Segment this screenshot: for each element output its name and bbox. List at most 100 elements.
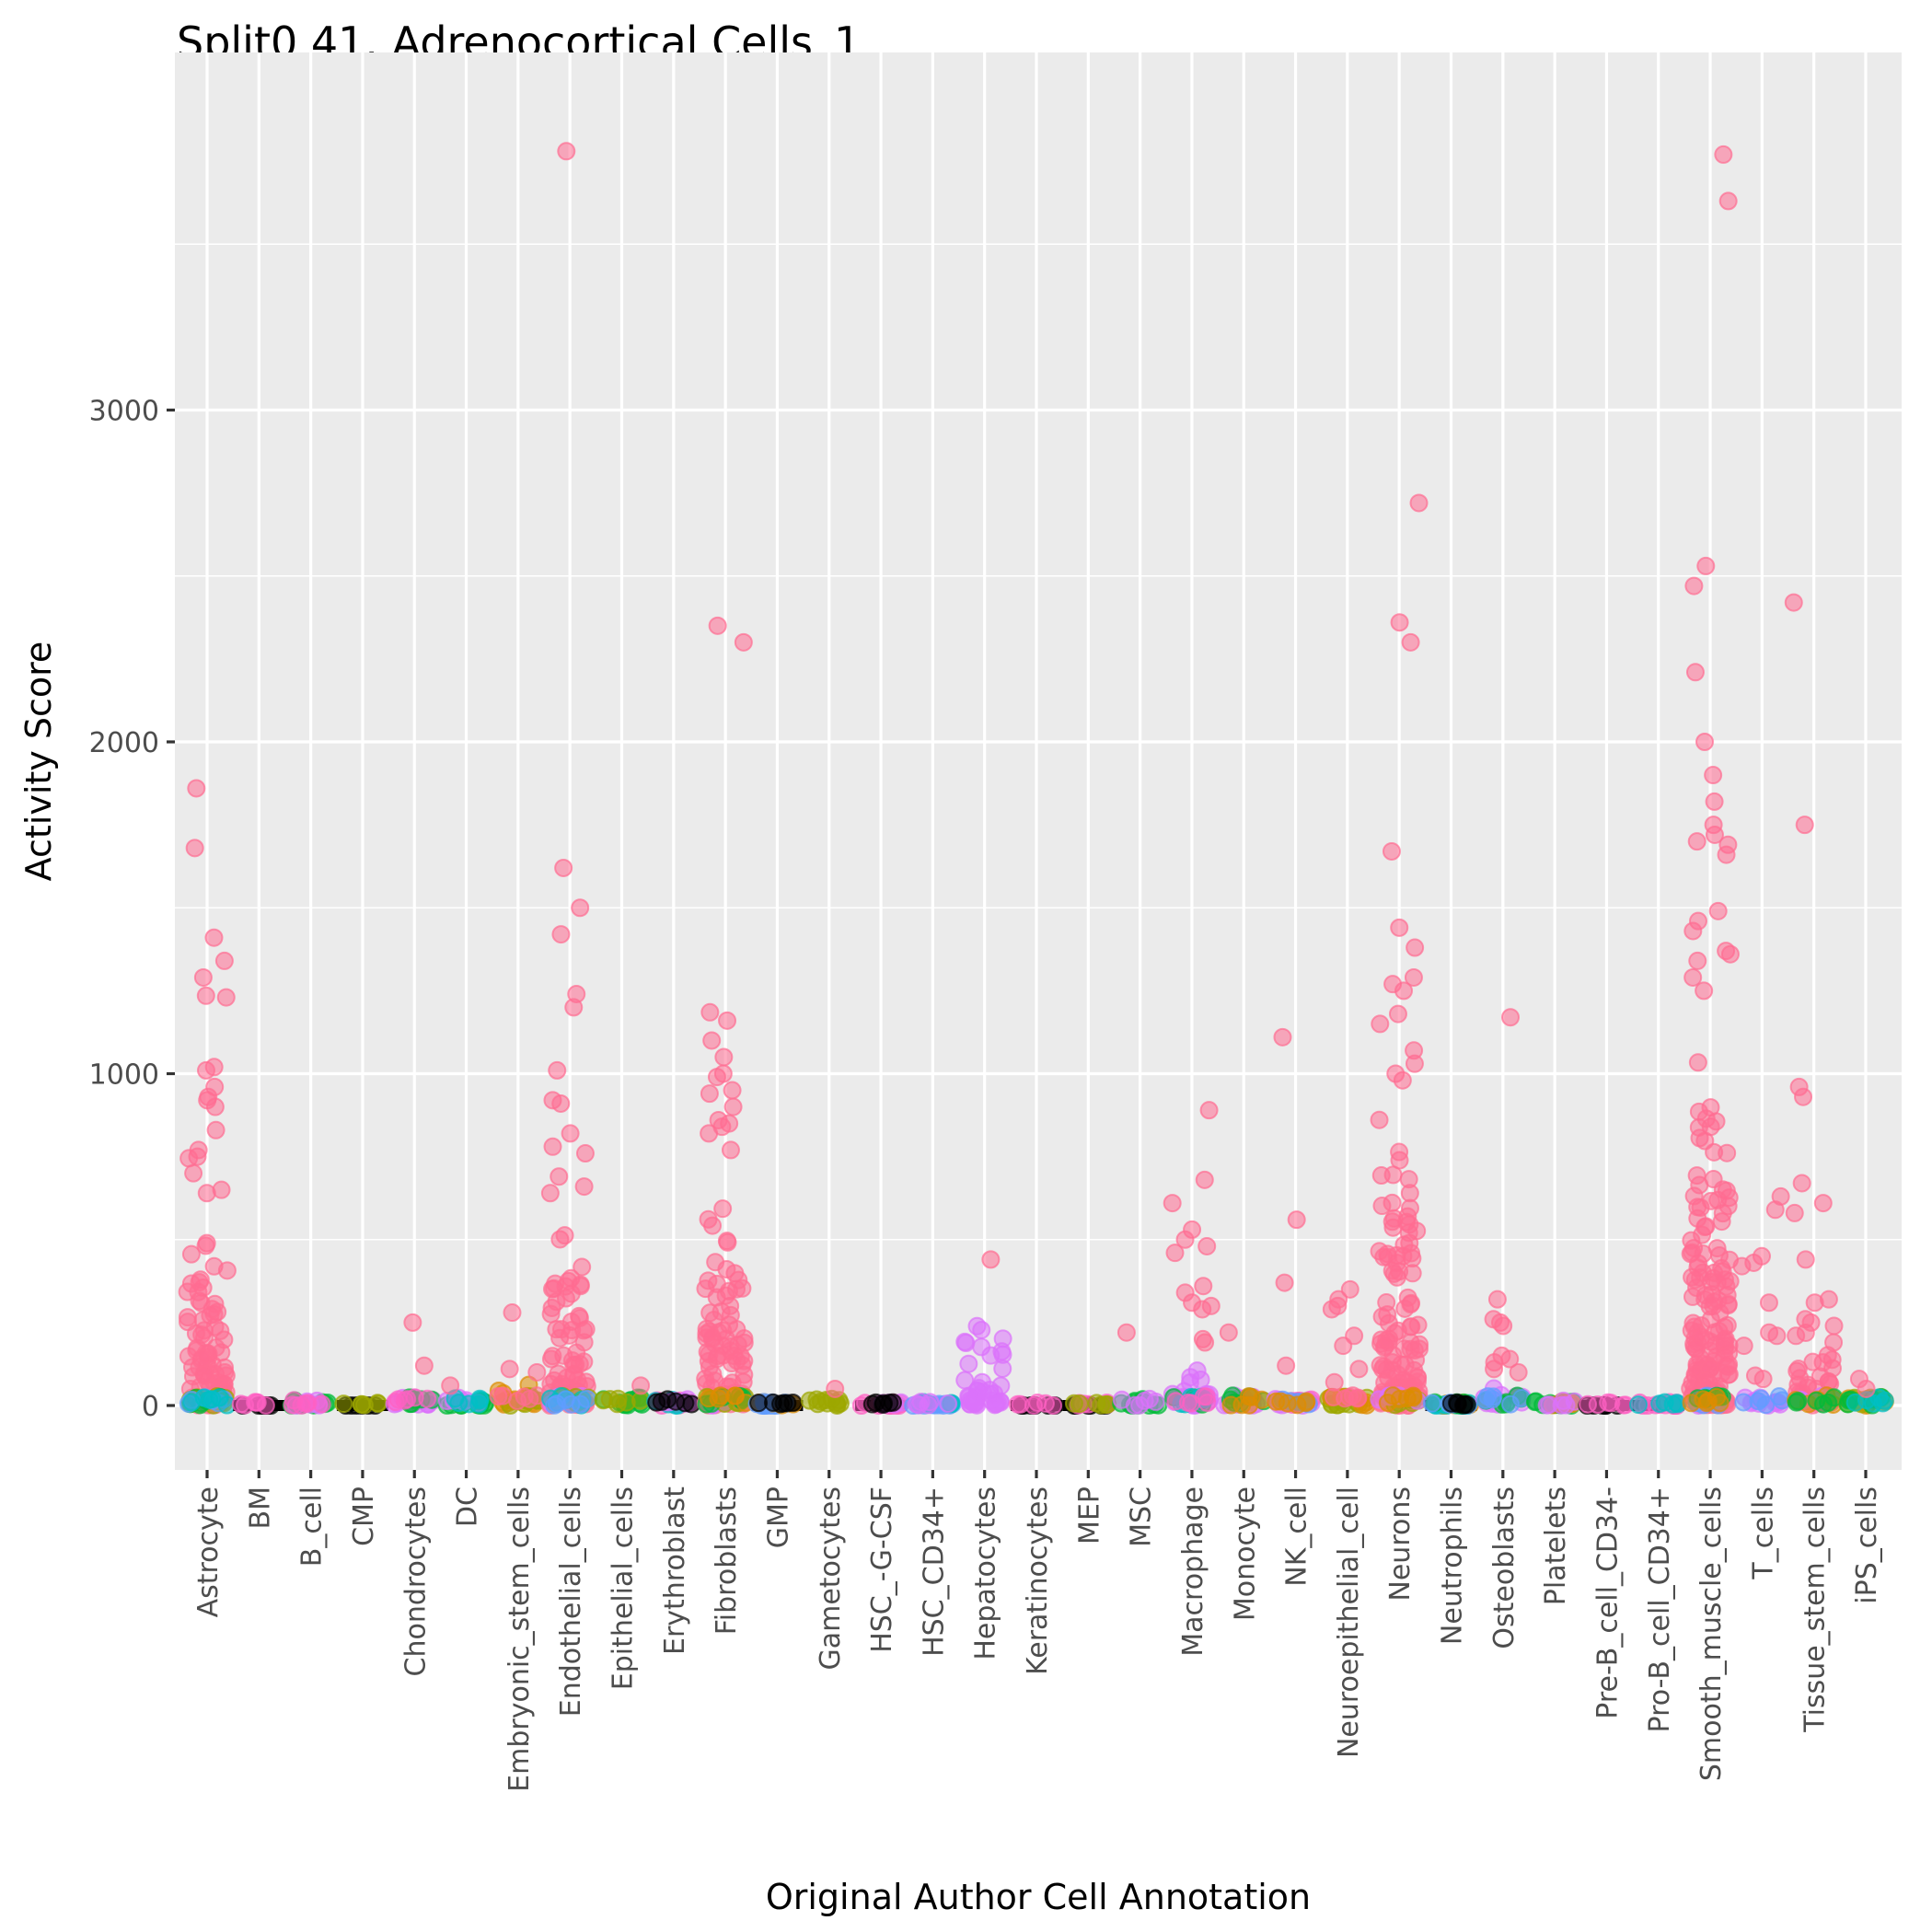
data-point-outlier [441,1376,460,1395]
data-point-outlier [1406,938,1425,957]
data-point-outlier [1718,191,1738,211]
data-point [190,1273,209,1292]
data-point [1684,1186,1704,1206]
data-point [217,1261,237,1280]
data-point-outlier [1388,1004,1407,1024]
data-point-outlier [1753,1370,1773,1389]
data-point-outlier [1734,1336,1753,1356]
data-point [555,1226,574,1245]
x-tick-label: Tissue_stem_cells [1799,1487,1832,1733]
data-point [939,1394,958,1413]
data-point [196,1236,215,1255]
data-point-outlier [1485,1359,1504,1379]
x-tick-label: Pre-B_cell_CD34- [1591,1487,1624,1719]
data-point-outlier [1165,1244,1185,1263]
data-point [386,1393,405,1412]
data-point [703,1216,723,1235]
x-tick-label: MEP [1073,1487,1105,1544]
x-tick-label: Keratinocytes [1022,1487,1054,1675]
data-point [1336,1389,1355,1408]
data-point [1693,1263,1712,1282]
data-point-outlier [557,142,576,161]
data-point [1695,1131,1715,1151]
data-point [573,1257,592,1277]
data-point-outlier [1175,1230,1195,1249]
x-tick-label: Monocyte [1229,1487,1261,1621]
data-point-outlier [1501,1008,1521,1027]
y-axis: 0 1000 2000 3000 [89,396,175,1423]
data-point [1694,1390,1713,1409]
data-point [1811,1367,1830,1386]
data-point-outlier [1704,766,1723,785]
data-point [247,1393,266,1412]
data-point [1288,1395,1307,1415]
data-point-outlier [1349,1359,1369,1379]
data-point [1540,1395,1559,1415]
data-point-outlier [1405,1054,1424,1073]
data-point [1403,1249,1422,1268]
data-point [1397,1389,1417,1408]
data-point [717,1260,736,1279]
data-point [880,1394,899,1413]
data-point-outlier [721,1140,740,1160]
data-point-outlier [185,839,204,858]
data-point [543,1347,562,1366]
data-point [195,1365,214,1384]
data-point-outlier [1195,1170,1214,1189]
data-point [541,1304,561,1324]
data-point-outlier [723,1081,742,1100]
data-point [709,1389,728,1408]
data-point [652,1392,671,1411]
data-point-outlier [1334,1336,1353,1356]
data-point-outlier [575,1144,595,1163]
data-point-outlier [214,951,234,970]
y-tick-label: 3000 [89,396,159,428]
data-point-outlier [1714,145,1733,164]
data-point-outlier [1683,921,1703,941]
x-tick-label: Neurons [1384,1487,1417,1602]
data-point [1178,1393,1197,1412]
data-point [551,1320,571,1339]
data-point [1718,1143,1737,1163]
data-point-outlier [179,1149,199,1168]
data-point-outlier [1382,841,1401,861]
data-point [1687,1166,1706,1186]
data-point-outlier [1792,1174,1811,1193]
data-point-outlier [204,928,224,947]
data-point-outlier [503,1303,522,1323]
data-point-outlier [551,1093,571,1113]
data-point [959,1388,978,1407]
data-point-outlier [206,1120,226,1140]
data-point [1382,1193,1402,1212]
data-point-outlier [1759,1293,1778,1313]
x-tick-label: iPS_cells [1851,1487,1883,1604]
data-point-outlier [1194,1277,1213,1296]
data-point [194,1388,214,1407]
x-tick-label: Hepatocytes [970,1487,1002,1660]
data-point [1390,1151,1409,1170]
data-point-outlier [1687,832,1706,851]
y-tick-label: 2000 [89,727,159,759]
x-tick-label: DC [452,1487,484,1527]
data-point-outlier [1765,1200,1785,1220]
data-point-outlier [1785,1203,1804,1222]
data-point [1718,1294,1738,1313]
data-point-outlier [187,779,206,798]
data-point [1752,1389,1771,1408]
data-point [284,1391,304,1410]
data-point [1476,1391,1496,1410]
data-point [1398,1207,1417,1226]
data-point-outlier [1322,1300,1341,1319]
data-point [1715,1270,1734,1290]
data-point [800,1391,819,1410]
data-point [908,1394,927,1414]
data-point-outlier [1196,1333,1215,1352]
data-point-outlier [196,1060,215,1080]
data-point [955,1332,975,1351]
x-tick-label: T_cells [1747,1487,1779,1580]
x-tick-label: Smooth_muscle_cells [1695,1487,1728,1781]
data-point-outlier [1794,1087,1813,1106]
data-point-outlier [700,1084,719,1104]
data-point-outlier [551,925,571,944]
data-point-outlier [826,1379,845,1398]
